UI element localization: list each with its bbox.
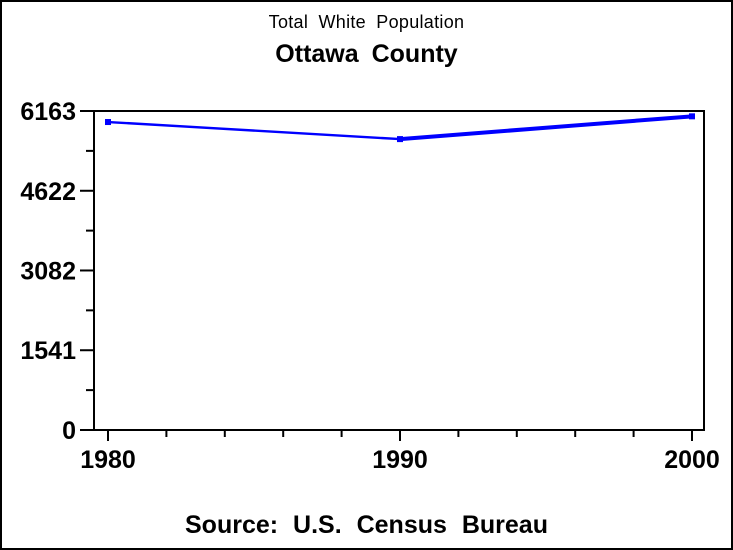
y-axis-tick-label: 4622 [20, 178, 76, 206]
chart-footnote: Source: U.S. Census Bureau [185, 511, 548, 539]
y-axis-tick-label: 0 [62, 417, 76, 445]
y-axis-tick-label: 1541 [20, 337, 76, 365]
chart-subtitle: Ottawa County [275, 40, 458, 68]
data-point-marker [689, 113, 695, 120]
data-line-segment [399, 114, 693, 142]
x-axis-tick-label: 1980 [80, 446, 136, 474]
chart-title: Total White Population [268, 12, 465, 32]
x-axis-tick-label: 2000 [664, 446, 720, 474]
x-axis-tick-label: 1990 [372, 446, 428, 474]
y-axis-tick-label: 3082 [20, 257, 76, 285]
data-line-segment [107, 120, 401, 141]
data-point-marker [397, 136, 403, 143]
plot-frame [93, 110, 705, 431]
y-axis-tick-label: 6163 [20, 98, 76, 126]
data-point-marker [105, 119, 111, 126]
